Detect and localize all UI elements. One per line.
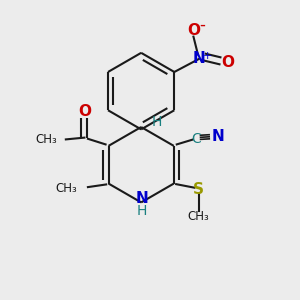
Text: N: N (193, 51, 206, 66)
Text: H: H (151, 115, 162, 129)
Text: -: - (199, 15, 205, 33)
Text: N: N (135, 191, 148, 206)
Text: CH₃: CH₃ (55, 182, 77, 195)
Text: CH₃: CH₃ (35, 134, 57, 146)
Text: O: O (78, 103, 91, 118)
Text: O: O (187, 23, 200, 38)
Text: +: + (203, 51, 212, 62)
Text: S: S (193, 182, 204, 197)
Text: CH₃: CH₃ (187, 210, 209, 223)
Text: N: N (212, 129, 225, 144)
Text: O: O (221, 55, 234, 70)
Text: H: H (136, 204, 147, 218)
Text: C: C (191, 131, 201, 146)
